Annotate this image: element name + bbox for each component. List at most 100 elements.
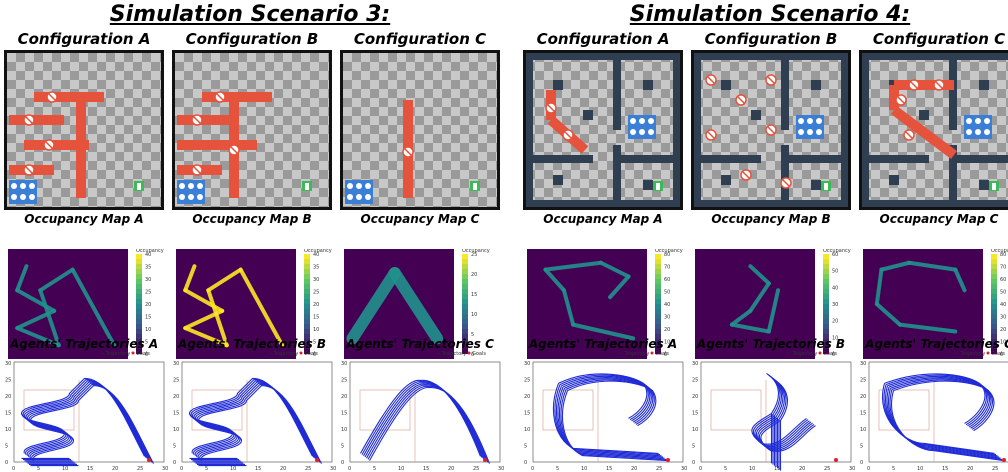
occupancy-band: [238, 267, 285, 348]
y-tick: 10: [341, 427, 347, 433]
legend-goals: Goals: [655, 351, 669, 357]
wall: [889, 175, 899, 185]
no-entry-sign-icon: [780, 177, 792, 189]
colorbar-tick: 20: [145, 302, 151, 308]
x-tick: 0: [531, 466, 534, 472]
colorbar-tick: 5: [471, 332, 474, 338]
trajectory-line: [360, 379, 482, 457]
x-tick: 15: [942, 466, 948, 472]
colorbar-tick: 30: [664, 315, 670, 321]
occupancy-band: [748, 264, 771, 286]
occupancy-band: [953, 267, 967, 293]
wall: [553, 175, 563, 185]
colorbar-tick: 60: [664, 277, 670, 283]
occupancy-band: [543, 267, 566, 293]
goal-door-icon: [134, 181, 144, 191]
occupancy-band: [183, 264, 197, 293]
y-tick: 30: [5, 361, 11, 367]
colorbar-tick: 15: [145, 315, 151, 321]
x-tick: 25: [992, 466, 998, 472]
occupancy-band: [571, 322, 636, 341]
goal-marker: [666, 458, 670, 462]
legend-goals: Goals: [304, 351, 318, 357]
y-tick: 0: [860, 460, 863, 466]
wall: [613, 60, 621, 130]
colorbar-tick: 60: [832, 252, 838, 258]
x-tick: 15: [255, 466, 261, 472]
x-tick: 25: [473, 466, 479, 472]
obstacle-outline: [710, 389, 762, 431]
occupancy-band: [346, 267, 401, 345]
x-tick: 20: [448, 466, 454, 472]
colorbar-tick: 60: [1000, 277, 1006, 283]
y-tick: 25: [860, 378, 866, 384]
y-tick: 5: [860, 444, 863, 450]
wall: [979, 80, 989, 90]
y-tick: 5: [173, 444, 176, 450]
x-tick: 25: [305, 466, 311, 472]
obstacle-outline: [878, 389, 930, 431]
y-tick: 20: [692, 394, 698, 400]
goal-marker: [147, 458, 151, 462]
no-entry-sign-icon: [214, 91, 226, 103]
occupancy-band: [38, 288, 61, 348]
colorbar-tick: 30: [1000, 315, 1006, 321]
occupancy-band: [15, 326, 61, 348]
trajectories-title: Agents' Trajectories A: [528, 337, 678, 351]
trajectory-bundle: [360, 379, 491, 464]
x-tick: 15: [423, 466, 429, 472]
wall: [673, 53, 680, 207]
wall: [553, 80, 563, 90]
occupancy-band: [729, 322, 771, 334]
trajectory-line: [197, 385, 322, 467]
crowd-icon: [9, 180, 37, 204]
legend-goal-marker: [467, 351, 471, 355]
trajectories-title: Agents' Trajectories B: [696, 337, 846, 351]
colorbar-tick: 5: [145, 340, 148, 346]
y-tick: 25: [5, 378, 11, 384]
x-tick: 0: [180, 466, 183, 472]
crowd-icon: [964, 115, 992, 139]
occupancy-band: [206, 267, 243, 293]
colorbar-tick: 20: [313, 302, 319, 308]
colorbar-tick: 0: [832, 352, 835, 358]
wall: [949, 145, 957, 205]
occupancy-band: [766, 288, 781, 334]
trajectory-bundle: [20, 377, 154, 467]
wall: [949, 60, 957, 130]
y-tick: 0: [5, 460, 8, 466]
x-tick: 20: [112, 466, 118, 472]
legend-trajectory: — Trajectory: [618, 351, 649, 357]
occupancy-map-title: Occupancy Map B: [711, 212, 831, 226]
y-tick: 15: [524, 411, 530, 417]
no-entry-sign-icon: [43, 139, 55, 151]
trajectory-line: [367, 385, 489, 463]
wall: [811, 80, 821, 90]
wall: [526, 53, 533, 207]
wall: [862, 53, 1008, 60]
occupancy-map-title: Occupancy Map A: [543, 212, 663, 226]
x-tick: 20: [280, 466, 286, 472]
y-tick: 15: [341, 411, 347, 417]
crowd-icon: [345, 180, 373, 204]
wall: [613, 145, 621, 205]
no-entry-sign-icon: [545, 102, 557, 114]
wall: [621, 155, 673, 163]
no-entry-sign-icon: [933, 79, 945, 91]
x-tick: 10: [230, 466, 236, 472]
legend-trajectory: — Trajectory: [954, 351, 985, 357]
trajectory-bundle: [751, 372, 816, 471]
colorbar-tick: 30: [313, 277, 319, 283]
x-tick: 25: [656, 466, 662, 472]
wall: [643, 80, 653, 90]
colorbar-tick: 70: [1000, 265, 1006, 271]
x-tick: 10: [749, 466, 755, 472]
no-entry-sign-icon: [908, 79, 920, 91]
y-tick: 0: [173, 460, 176, 466]
barrier: [891, 106, 957, 159]
y-tick: 10: [692, 427, 698, 433]
